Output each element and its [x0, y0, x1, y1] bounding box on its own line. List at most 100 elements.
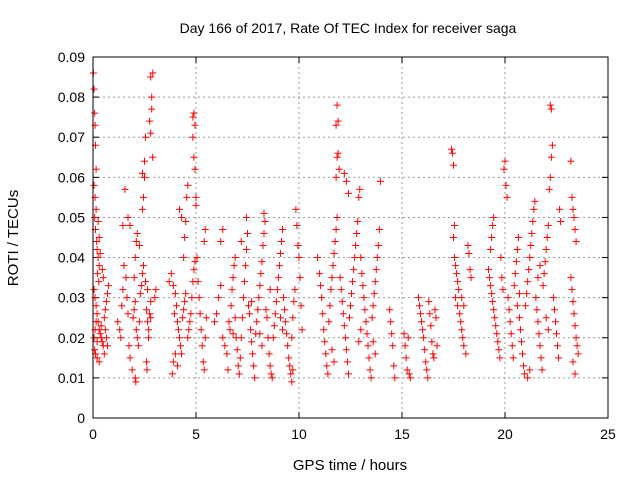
- data-point: [195, 294, 203, 302]
- data-point: [376, 177, 384, 185]
- data-point: [253, 318, 261, 326]
- data-point: [274, 274, 282, 282]
- data-point: [228, 286, 236, 294]
- data-point: [258, 342, 266, 350]
- data-point: [367, 374, 375, 382]
- x-tick-label: 15: [394, 426, 410, 442]
- data-point: [178, 213, 186, 221]
- data-point: [120, 262, 128, 270]
- data-point: [340, 169, 348, 177]
- data-point: [507, 330, 515, 338]
- data-point: [189, 133, 197, 141]
- data-point: [266, 362, 274, 370]
- data-point: [490, 306, 498, 314]
- data-point: [529, 217, 537, 225]
- data-point: [217, 238, 225, 246]
- data-point: [365, 354, 373, 362]
- data-point: [514, 234, 522, 241]
- data-point: [121, 185, 129, 193]
- data-point: [182, 290, 190, 298]
- data-point: [177, 342, 185, 350]
- data-point: [450, 234, 457, 241]
- data-point: [180, 254, 188, 262]
- data-point: [219, 225, 227, 233]
- data-point: [371, 350, 379, 358]
- data-point: [224, 366, 232, 374]
- data-point: [265, 350, 273, 358]
- data-point: [199, 358, 207, 366]
- data-point: [429, 350, 437, 358]
- data-point: [143, 366, 151, 374]
- data-point: [263, 314, 271, 322]
- data-point: [240, 278, 248, 286]
- data-point: [459, 334, 467, 342]
- data-point: [492, 322, 500, 330]
- data-point: [144, 286, 152, 294]
- data-point: [186, 318, 194, 326]
- data-point: [513, 246, 521, 254]
- data-point: [231, 314, 239, 322]
- data-point: [570, 310, 578, 318]
- data-point: [366, 366, 374, 374]
- data-point: [370, 290, 378, 298]
- data-point: [522, 302, 530, 310]
- data-point: [567, 274, 575, 282]
- data-point: [287, 370, 295, 378]
- data-point: [531, 197, 539, 205]
- data-point: [90, 85, 98, 93]
- chart-title: Day 166 of 2017, Rate Of TEC Index for r…: [180, 20, 517, 36]
- data-point: [91, 109, 99, 117]
- data-point: [93, 246, 101, 254]
- data-point: [90, 334, 98, 342]
- data-point: [98, 266, 106, 274]
- y-tick-label: 0.09: [58, 49, 85, 65]
- data-point: [229, 274, 237, 282]
- data-point: [324, 370, 332, 378]
- data-point: [314, 254, 322, 262]
- data-point: [524, 278, 532, 286]
- data-point: [546, 101, 554, 109]
- data-point: [326, 302, 334, 310]
- data-point: [260, 209, 268, 217]
- data-point: [138, 270, 146, 278]
- data-point: [103, 342, 111, 350]
- data-point: [494, 338, 502, 346]
- data-point: [391, 374, 399, 382]
- data-point: [279, 225, 287, 233]
- data-point: [231, 254, 239, 262]
- data-point: [467, 274, 475, 282]
- data-point: [336, 274, 344, 282]
- data-point: [462, 350, 470, 358]
- data-point: [96, 330, 104, 338]
- data-point: [539, 282, 547, 290]
- data-point: [402, 354, 410, 362]
- data-point: [362, 318, 370, 326]
- data-point: [286, 362, 294, 370]
- data-point: [235, 370, 243, 378]
- data-point: [486, 274, 494, 282]
- data-point: [130, 274, 138, 282]
- data-point: [119, 286, 127, 294]
- data-point: [496, 354, 504, 362]
- data-point: [280, 294, 288, 302]
- y-tick-label: 0.08: [58, 89, 85, 105]
- data-point: [132, 326, 140, 334]
- data-point: [288, 334, 296, 342]
- data-point: [571, 225, 579, 233]
- data-point: [354, 217, 362, 225]
- data-point: [535, 330, 543, 338]
- data-point: [95, 262, 103, 270]
- data-point: [533, 306, 541, 314]
- data-point: [334, 149, 342, 157]
- data-point: [338, 298, 346, 306]
- data-point: [90, 286, 98, 294]
- data-point: [515, 290, 523, 298]
- data-point: [94, 217, 102, 225]
- data-point: [249, 350, 257, 358]
- data-point: [337, 286, 345, 294]
- data-point: [506, 318, 514, 326]
- data-point: [500, 165, 508, 173]
- y-tick-label: 0.06: [58, 169, 85, 185]
- data-point: [188, 294, 196, 302]
- data-point: [504, 294, 512, 302]
